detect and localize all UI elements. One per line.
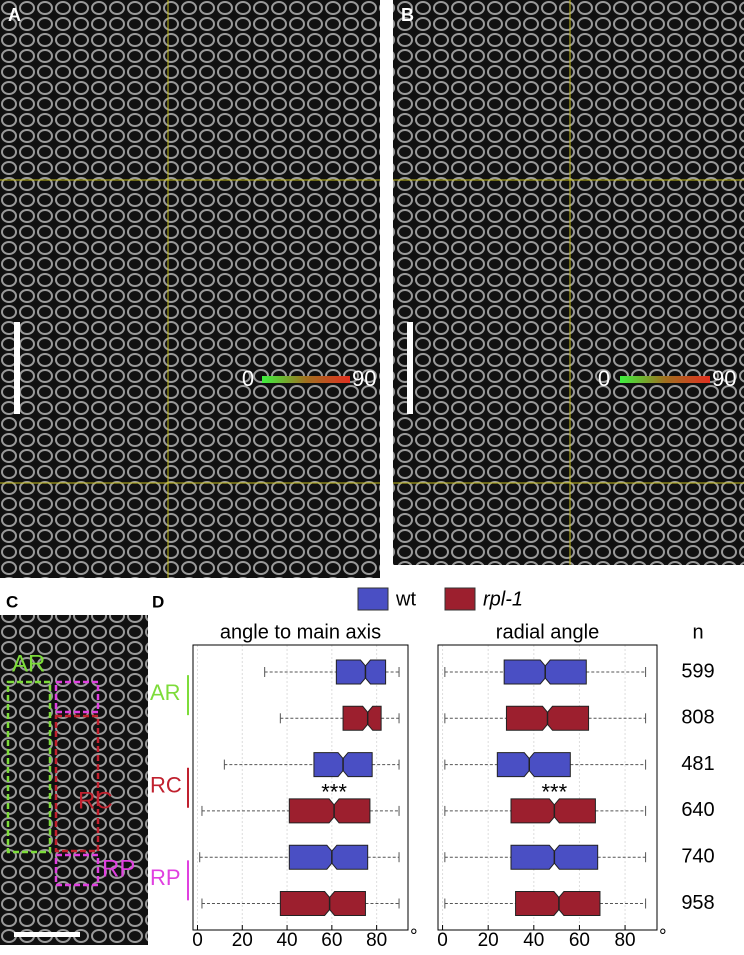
legend-label: rpl-1 bbox=[483, 588, 523, 610]
panel-c: C AR RC RP bbox=[0, 592, 148, 945]
n-value: 481 bbox=[681, 753, 714, 775]
panel-b: 0 90 B bbox=[393, 0, 744, 565]
region-box bbox=[54, 680, 100, 714]
x-tick-label: 40 bbox=[523, 930, 544, 950]
box bbox=[335, 659, 387, 685]
x-tick-label: 20 bbox=[232, 930, 253, 950]
x-tick-label: 0 bbox=[437, 930, 448, 950]
plot-frame bbox=[437, 644, 658, 931]
region-label: RP bbox=[102, 855, 135, 882]
box bbox=[288, 844, 369, 870]
x-unit: ° bbox=[410, 926, 418, 947]
box bbox=[288, 798, 371, 824]
n-value: 599 bbox=[681, 660, 714, 682]
n-value: 640 bbox=[681, 799, 714, 821]
chart-title: radial angle bbox=[496, 621, 599, 643]
legend-label: wt bbox=[395, 588, 416, 610]
group-label: RC bbox=[150, 773, 182, 798]
panel-label: D bbox=[152, 592, 164, 611]
annotation: *** bbox=[542, 780, 568, 805]
colorbar bbox=[620, 376, 710, 383]
scale-bar bbox=[407, 322, 413, 414]
micrograph bbox=[393, 0, 744, 565]
box bbox=[515, 891, 601, 916]
plot-frame bbox=[192, 644, 409, 931]
region-box bbox=[54, 714, 100, 853]
region-label: RC bbox=[78, 787, 113, 814]
n-title: n bbox=[692, 621, 703, 643]
x-tick-label: 60 bbox=[321, 930, 342, 950]
annotation: *** bbox=[321, 780, 347, 805]
panel-label: C bbox=[6, 592, 18, 611]
n-value: 958 bbox=[681, 892, 714, 914]
panel-label: B bbox=[401, 5, 414, 25]
x-tick-label: 40 bbox=[276, 930, 297, 950]
panel-a: 0 90 A bbox=[0, 0, 380, 578]
colorbar-max: 90 bbox=[712, 366, 736, 391]
region-box bbox=[54, 853, 100, 887]
x-tick-label: 0 bbox=[192, 930, 203, 950]
region-label: AR bbox=[12, 650, 45, 677]
panel-label: A bbox=[8, 5, 21, 25]
legend-swatch bbox=[444, 587, 476, 611]
scale-bar bbox=[14, 322, 20, 414]
micrograph bbox=[0, 0, 380, 578]
group-label: RP bbox=[150, 865, 181, 890]
x-tick-label: 20 bbox=[478, 930, 499, 950]
chart-title: angle to main axis bbox=[220, 621, 381, 643]
colorbar-min: 0 bbox=[598, 366, 610, 391]
x-unit: ° bbox=[659, 926, 667, 947]
box bbox=[342, 705, 382, 731]
colorbar-min: 0 bbox=[242, 366, 254, 391]
region-box bbox=[6, 680, 52, 854]
x-tick-label: 80 bbox=[366, 930, 387, 950]
n-value: 740 bbox=[681, 845, 714, 867]
box bbox=[496, 752, 571, 778]
x-tick-label: 80 bbox=[614, 930, 635, 950]
micrograph bbox=[0, 615, 148, 945]
group-label: AR bbox=[150, 680, 181, 705]
colorbar-max: 90 bbox=[352, 366, 376, 391]
n-value: 808 bbox=[681, 707, 714, 729]
box bbox=[279, 891, 366, 916]
legend-swatch bbox=[357, 587, 389, 611]
box bbox=[510, 798, 596, 824]
colorbar bbox=[262, 376, 350, 383]
scale-bar bbox=[14, 932, 80, 937]
x-tick-label: 60 bbox=[569, 930, 590, 950]
